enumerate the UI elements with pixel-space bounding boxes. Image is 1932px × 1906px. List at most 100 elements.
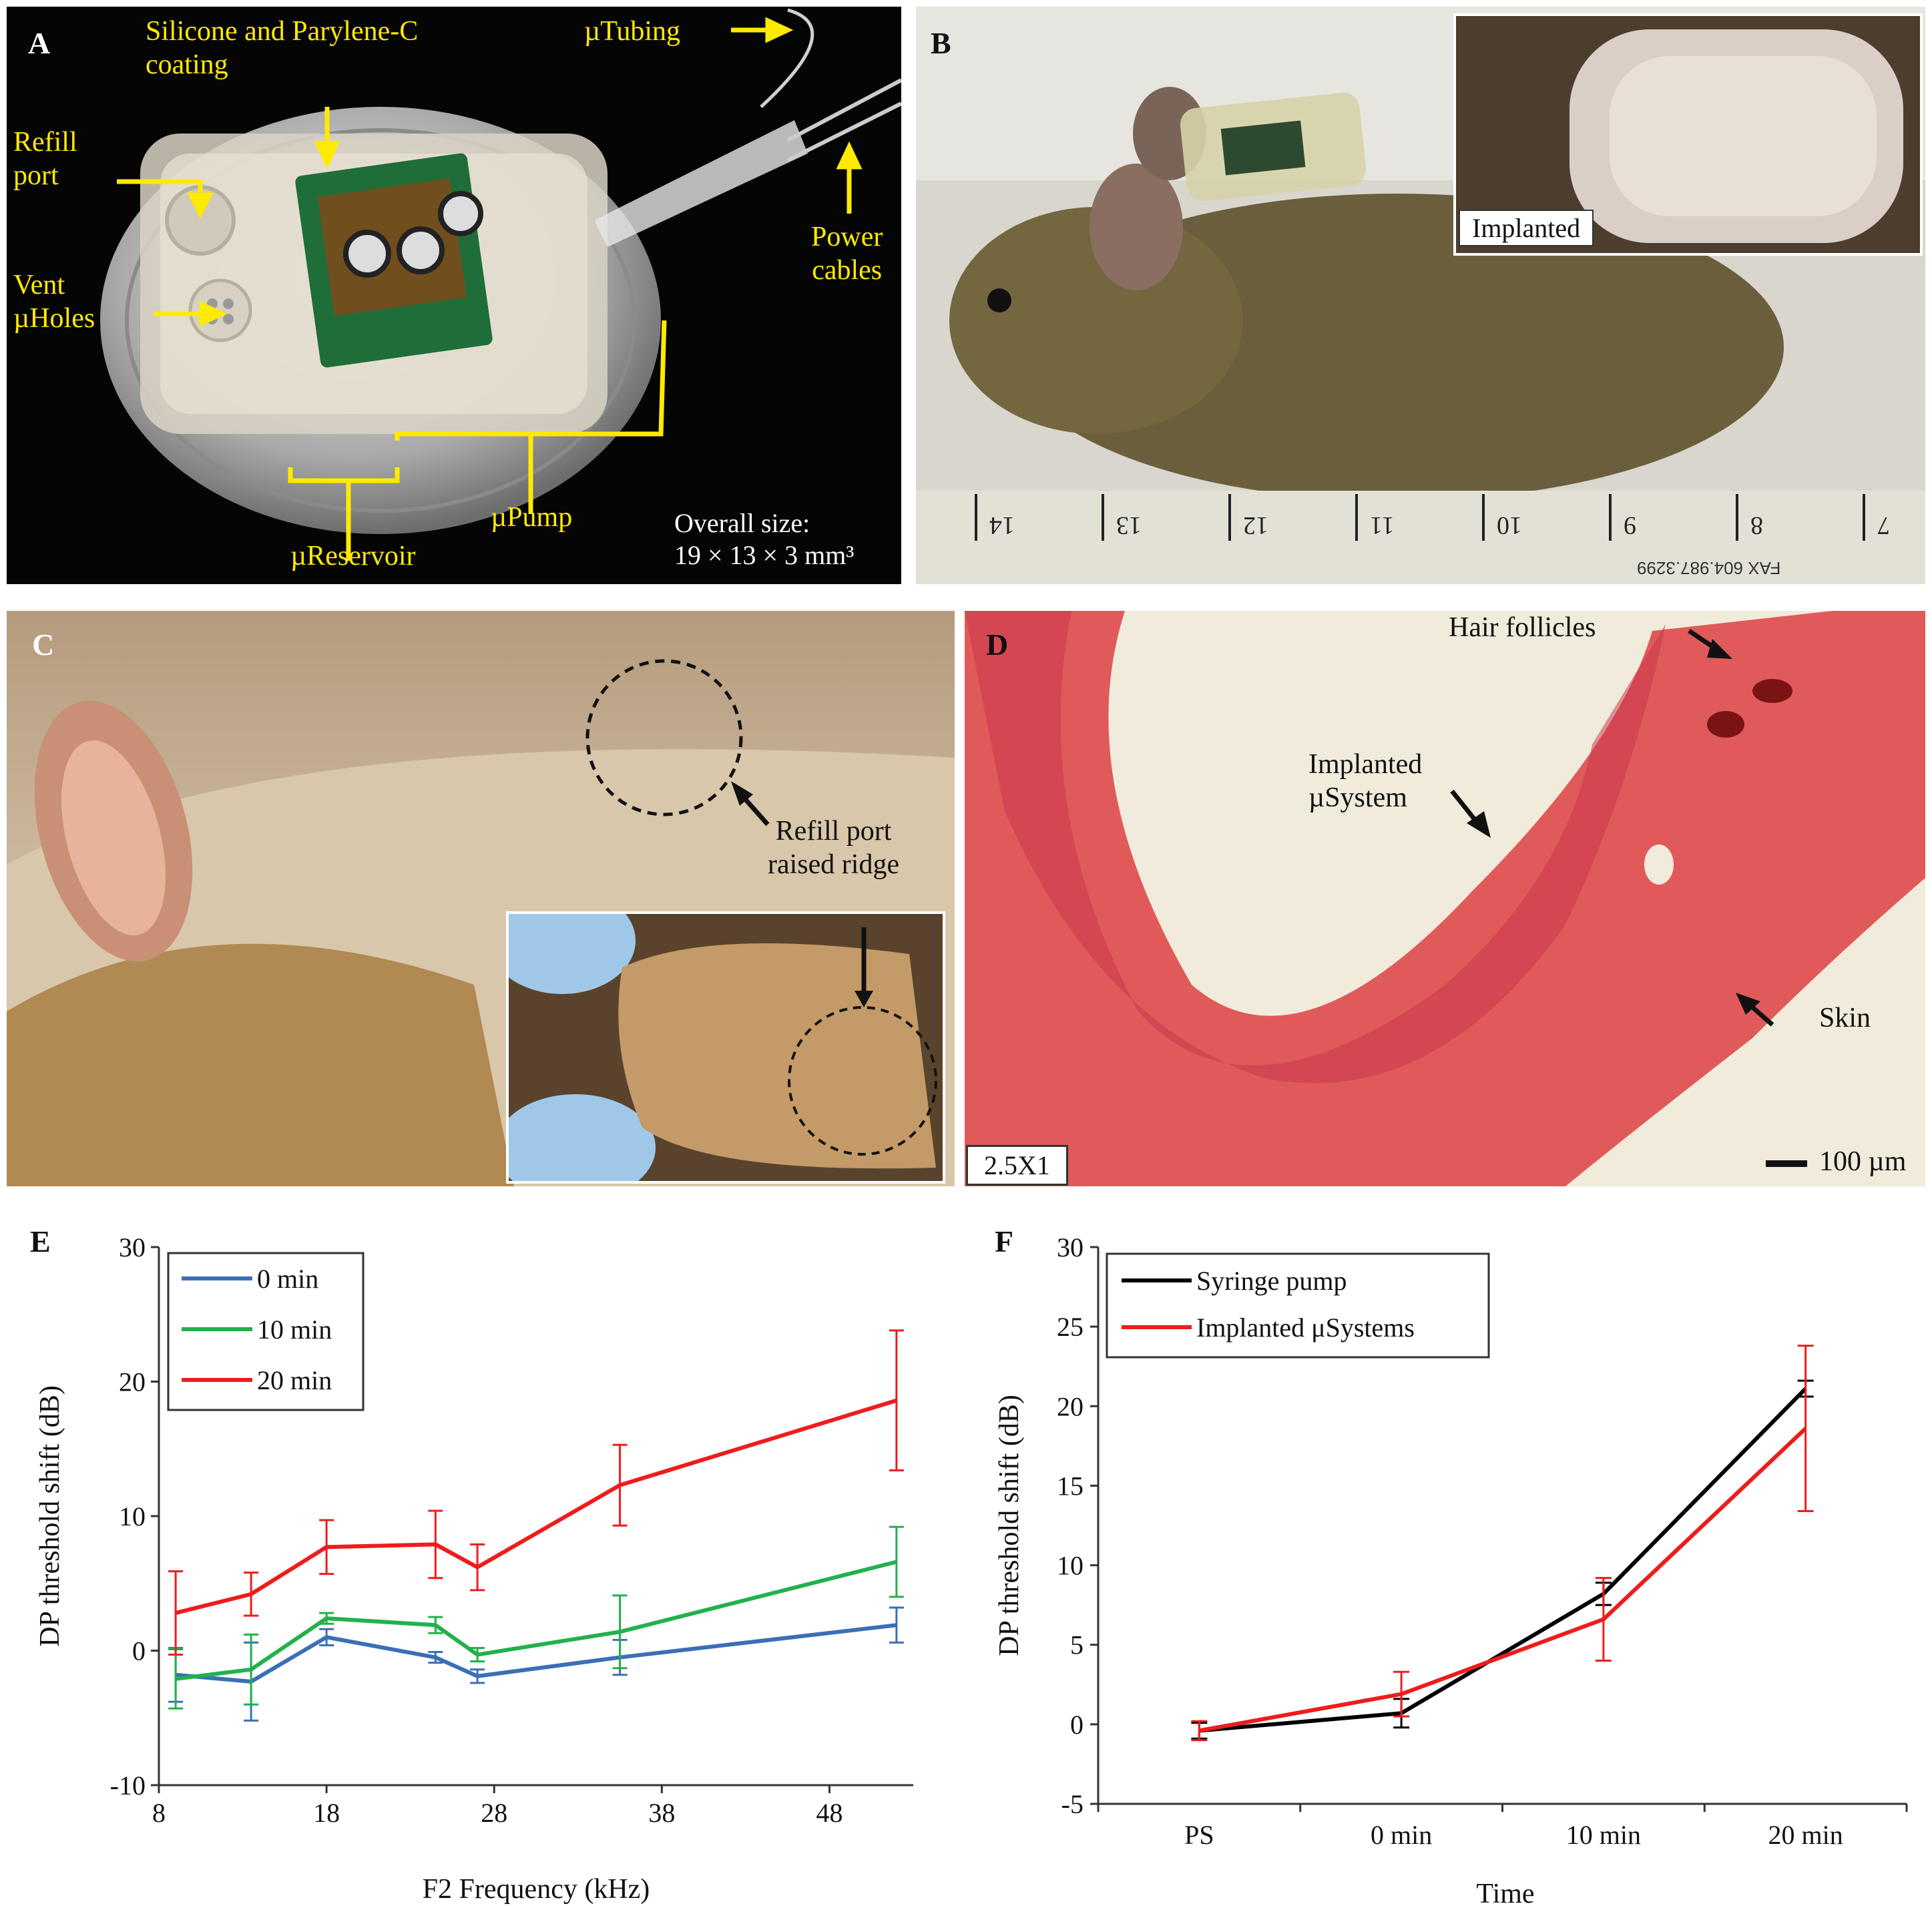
chart-e-series-line [175,1623,897,1684]
chart-e-xtick-label: 28 [481,1798,507,1828]
panel-label-a: A [28,26,51,60]
ruler-labels: 14 13 12 11 10 9 8 7 [916,511,1925,551]
label-power-line2: cables [812,255,883,286]
label-pump: µPump [491,502,573,533]
chart-e-xtick-label: 38 [648,1798,675,1828]
chart-f-ytick-label: 5 [1070,1630,1083,1660]
label-refill-ridge: Refill port raised ridge [768,814,899,882]
chart-e-label: E [30,1224,51,1258]
implanted-inset: Implanted [1453,13,1923,256]
ruler-mark-14: 14 [989,511,1015,539]
refill-port-circle [585,659,743,816]
panel-label-d: D [986,628,1009,662]
ruler-mark-10: 10 [1497,511,1522,539]
label-hair-follicles: Hair follicles [1449,612,1596,643]
chart-f-ytick-label: 0 [1070,1710,1083,1740]
label-vent-holes: Vent µHoles [13,268,95,336]
chart-f-ytick-label: 25 [1057,1312,1083,1342]
vent-holes-shape [188,278,252,342]
label-overall-size: Overall size: 19 × 13 × 3 mm³ [674,507,854,571]
yellow-arrows [117,17,863,561]
chart-f-ytick-label: 15 [1057,1471,1083,1501]
panel-d-histology: D Hair follicles Implanted µSystem Skin … [965,611,1925,1186]
panel-c-refill-photo: C Refill port raised ridge [7,611,955,1186]
label-system-line1: Implanted [1308,749,1423,780]
label-implanted-system: Implanted µSystem [1308,748,1422,815]
chart-f-ytick-label: -5 [1061,1789,1083,1819]
panel-a-device-photo: A Silicone and Parylene-C coating µTubin… [7,7,901,584]
label-ridge-line2: raised ridge [768,849,900,881]
chart-e-legend-label: 10 min [257,1315,332,1345]
chart-e-legend-label: 20 min [257,1365,332,1395]
chart-f-series-line [1199,1387,1807,1733]
label-refill-port: Refill port [13,126,77,193]
label-size-line2: 19 × 13 × 3 mm³ [674,540,855,570]
ruler-mark-9: 9 [1624,511,1636,539]
chart-f-legend-label: Implanted μSystems [1196,1313,1415,1343]
histology-illustration [965,611,1925,1186]
ruler-ticks [975,494,1865,541]
chart-f-category-label: PS [1184,1820,1214,1850]
label-power-line1: Power [811,222,883,252]
chart-e-svg: E F2 Frequency (kHz) DP threshold shift … [30,1224,913,1905]
chart-e-ytick-label: -10 [110,1770,146,1801]
label-vent-line1: Vent [13,270,65,300]
chart-f-ytick-label: 10 [1057,1551,1083,1581]
ruler-mark-7: 7 [1877,511,1890,539]
refill-inset-illustration [509,914,943,1181]
chart-e-series-line [175,1398,897,1615]
mouse-eye [987,288,1011,312]
chart-f-ytick-label: 20 [1057,1391,1083,1421]
chart-e-xtick-label: 48 [816,1798,842,1828]
device-illustration [100,8,901,561]
label-size-line1: Overall size: [674,508,810,538]
panel-label-b: B [931,26,951,60]
chart-e-xtick-label: 8 [152,1798,166,1828]
label-coating-line1: Silicone and Parylene-C [146,16,419,47]
label-vent-line2: µHoles [13,303,95,334]
chart-f-legend-label: Syringe pump [1196,1266,1347,1296]
label-coating: Silicone and Parylene-C coating [146,15,418,82]
chart-e-ytick-label: 10 [119,1501,146,1531]
chart-f-series-line [1198,1427,1807,1733]
chart-e-ylabel: DP threshold shift (dB) [35,1385,65,1647]
ruler-mark-13: 13 [1116,511,1142,539]
refill-inset [506,911,945,1184]
label-refill-line2: port [13,160,59,192]
chart-f-xlabel: Time [1476,1879,1534,1906]
chart-f-svg: F Time DP threshold shift (dB) -5 0 5 10 15 2… [994,1224,1908,1906]
ruler-mark-8: 8 [1750,511,1763,539]
tissue-section [965,611,1925,1186]
chart-e-ytick-label: 30 [119,1232,146,1262]
chart-f-category-label: 10 min [1566,1820,1641,1850]
magnification-tag: 2.5X1 [966,1145,1068,1186]
chart-e-xtick-label: 18 [313,1798,340,1828]
panel-b-mouse-photo: B 14 13 12 11 10 9 8 7 FAX 604.987.3299 … [916,7,1925,584]
chart-f-category-label: 0 min [1371,1820,1432,1850]
chart-e-ytick-label: 0 [132,1636,146,1666]
chart-f-category-label: 20 min [1768,1820,1843,1850]
panel-label-c: C [32,628,55,662]
chart-e-legend-label: 0 min [257,1264,318,1294]
ruler [916,491,1925,584]
chart-f-legend [1106,1252,1490,1359]
label-coating-line2: coating [146,49,228,81]
chart-e-panel: E F2 Frequency (kHz) DP threshold shift … [0,1202,948,1906]
ruler-note: FAX 604.987.3299 [1637,558,1781,578]
label-system-line2: µSystem [1308,782,1407,814]
chart-e-ytick-label: 20 [119,1367,146,1397]
chart-f-panel: F Time DP threshold shift (dB) -5 0 5 10 15 2… [961,1202,1932,1906]
label-ridge-line1: Refill port [775,816,892,847]
chart-f-label: F [995,1224,1013,1258]
label-tubing: µTubing [584,16,681,47]
chart-f-ylabel: DP threshold shift (dB) [994,1395,1025,1656]
label-power-cables: Power cables [811,220,883,288]
label-reservoir: µReservoir [290,541,416,571]
implanted-tag: Implanted [1459,210,1594,246]
ruler-mark-12: 12 [1243,511,1268,539]
label-refill-line1: Refill [13,127,77,158]
scale-bar-label: 100 µm [1819,1146,1907,1177]
mouse-ear [1090,164,1183,290]
tubing-shape [594,120,808,247]
chart-f-ytick-label: 30 [1057,1232,1083,1262]
